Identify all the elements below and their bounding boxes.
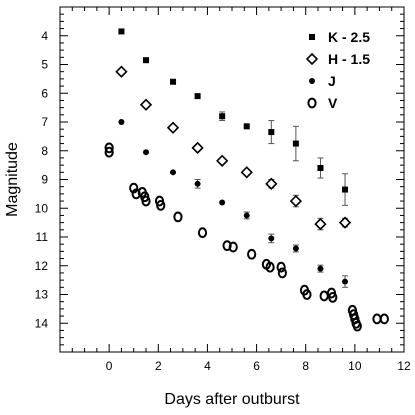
data-point [302, 289, 312, 300]
data-point [268, 129, 275, 136]
x-tick-label: 2 [155, 359, 162, 373]
legend-marker [309, 78, 315, 84]
y-tick-label: 5 [41, 58, 48, 72]
data-point [104, 142, 114, 154]
data-point [265, 261, 275, 273]
x-tick-label: 10 [348, 359, 362, 373]
y-tick-label: 4 [41, 29, 48, 43]
legend-marker [307, 97, 317, 109]
y-tick-label: 14 [35, 316, 49, 330]
y-tick-label: 13 [35, 288, 49, 302]
data-point [379, 313, 389, 325]
data-point [191, 141, 204, 155]
data-point [143, 149, 149, 156]
legend-label: J [328, 73, 336, 89]
data-point [243, 212, 250, 219]
x-tick-label: 0 [106, 359, 113, 373]
data-point [104, 146, 114, 158]
y-tick-label: 10 [35, 201, 49, 215]
data-point [194, 93, 201, 100]
axis-tick-labels: 0 2 4 6 8 10 12 4 5 6 7 8 9 10 11 12 13 14 [35, 29, 411, 373]
data-point [276, 261, 286, 273]
data-point [129, 182, 139, 194]
data-point [197, 227, 208, 239]
legend-label: K - 2.5 [328, 29, 370, 45]
data-point [173, 211, 183, 223]
y-tick-label: 12 [35, 259, 49, 273]
data-point [268, 235, 275, 242]
data-point [143, 57, 149, 64]
y-tick-label: 7 [41, 115, 48, 129]
data-point [328, 291, 338, 303]
series-1 [115, 65, 352, 231]
data-point [319, 290, 329, 302]
legend: K - 2.5 H - 1.5 JV [305, 29, 370, 111]
data-point [317, 165, 324, 171]
data-point [292, 245, 299, 252]
data-point [289, 194, 303, 208]
data-point [219, 113, 226, 120]
series-3 [104, 142, 389, 332]
data-point [194, 180, 201, 187]
legend-label: V [328, 95, 338, 111]
data-point [317, 265, 324, 272]
data-point [228, 241, 238, 253]
data-point [170, 169, 177, 176]
y-tick-label: 8 [41, 144, 48, 158]
data-point [372, 313, 382, 325]
data-point [170, 78, 177, 85]
data-point [240, 166, 253, 179]
data-point [342, 278, 349, 285]
y-tick-label: 9 [41, 173, 48, 187]
data-point [156, 199, 166, 211]
data-point [247, 248, 257, 260]
y-axis-label: Magnitude [4, 142, 21, 217]
data-point [118, 28, 125, 35]
x-axis-label: Days after outburst [164, 391, 300, 408]
data-point [265, 177, 278, 190]
legend-label: H - 1.5 [328, 51, 370, 67]
x-tick-label: 8 [302, 359, 309, 373]
data-point [342, 186, 349, 193]
x-tick-label: 4 [204, 359, 211, 373]
data-point [115, 65, 128, 78]
axis-ticks [59, 6, 405, 353]
data-point [277, 267, 287, 279]
x-tick-label: 6 [253, 359, 260, 373]
y-tick-label: 6 [41, 86, 48, 100]
data-point [166, 121, 180, 134]
data-marks [104, 28, 389, 332]
data-point [352, 320, 362, 332]
x-tick-label: 12 [397, 359, 411, 373]
data-point [139, 98, 153, 111]
legend-marker [305, 52, 319, 66]
data-point [292, 140, 299, 147]
y-tick-label: 11 [36, 230, 49, 244]
data-point [243, 123, 250, 130]
data-point [314, 217, 327, 231]
data-point [338, 216, 352, 229]
data-point [141, 195, 151, 207]
series-0 [118, 28, 349, 206]
data-point [118, 119, 125, 125]
series-2 [118, 119, 349, 288]
legend-marker [309, 34, 315, 40]
data-point [216, 154, 229, 167]
data-point [219, 199, 226, 206]
